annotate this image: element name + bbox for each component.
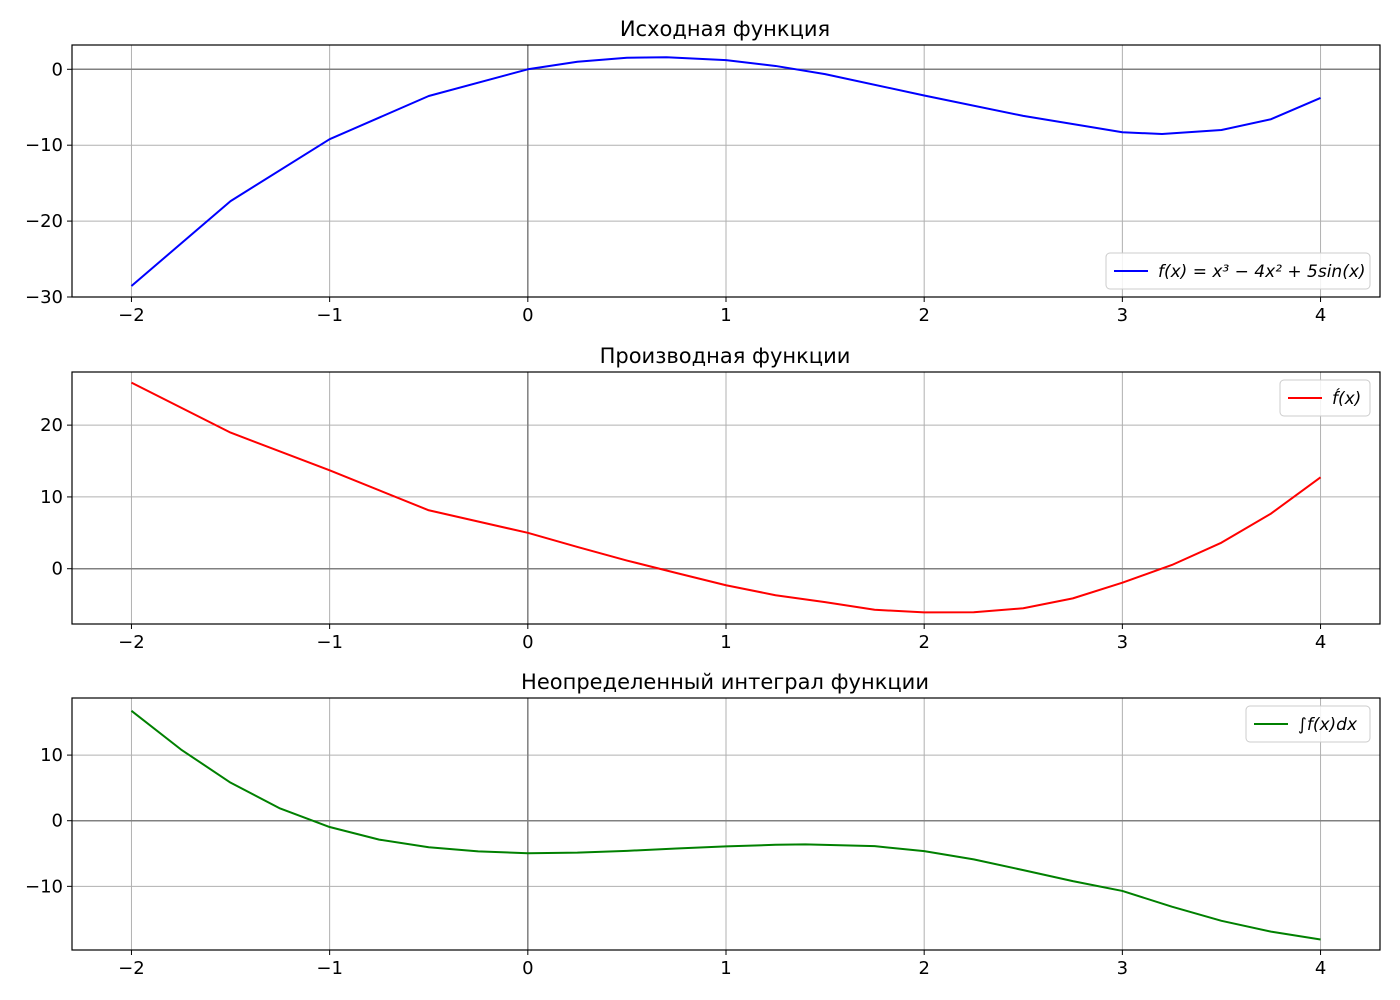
- legend-box: [1245, 705, 1371, 743]
- x-tick-label: −2: [118, 305, 145, 326]
- x-tick-label: −1: [316, 958, 343, 979]
- x-tick-label: 4: [1315, 632, 1326, 653]
- legend: ∫f(x)dx: [1245, 705, 1371, 743]
- y-tick-label: −10: [25, 876, 63, 897]
- subplot-title: Неопределенный интеграл функции: [521, 670, 929, 694]
- subplot-integral: Неопределенный интеграл функции −2 −1 0 1 2 3…: [25, 670, 1381, 979]
- y-tick-label: 0: [52, 811, 63, 832]
- x-tick-label: 1: [720, 958, 731, 979]
- legend-box: [1279, 379, 1371, 417]
- x-tick-label: 0: [522, 632, 533, 653]
- legend-label: f́(x): [1332, 388, 1361, 409]
- y-tick-label: 0: [52, 559, 63, 580]
- subplot-title: Производная функции: [600, 344, 851, 368]
- y-tick-label: −30: [25, 287, 63, 308]
- legend-box: [1105, 252, 1371, 290]
- x-tick-label: 0: [522, 305, 533, 326]
- x-tick-label: 3: [1117, 958, 1128, 979]
- x-tick-label: 3: [1117, 632, 1128, 653]
- series-line: [130, 710, 1321, 941]
- x-tick-label: −1: [316, 305, 343, 326]
- series-line: [130, 56, 1321, 287]
- subplot-title: Исходная функция: [620, 17, 830, 41]
- y-tick-label: 10: [40, 487, 63, 508]
- y-tick-label: 10: [40, 745, 63, 766]
- legend: f(x) = x³ − 4x² + 5sin(x): [1105, 252, 1371, 290]
- x-tick-label: 0: [522, 958, 533, 979]
- x-tick-label: 4: [1315, 958, 1326, 979]
- series-line: [130, 381, 1322, 614]
- x-tick-label: −2: [118, 632, 145, 653]
- y-tick-label: −10: [25, 135, 63, 156]
- legend-label: f(x) = x³ − 4x² + 5sin(x): [1158, 262, 1366, 282]
- x-tick-label: 4: [1315, 305, 1326, 326]
- plot-area: −2 −1 0 1 2 3 4 0 10 20 f́(x): [40, 371, 1381, 653]
- x-tick-label: 1: [720, 632, 731, 653]
- x-tick-label: 2: [918, 632, 929, 653]
- x-tick-label: −2: [118, 958, 145, 979]
- subplot-derivative: Производная функции −2 −1 0 1 2 3 4 0 10 20 f́(x): [40, 344, 1381, 653]
- plot-area: −2 −1 0 1 2 3 40−10−20−30f(x) = x³ − 4x² + 5si…: [25, 44, 1381, 326]
- x-tick-label: 3: [1117, 305, 1128, 326]
- x-tick-label: −1: [316, 632, 343, 653]
- x-tick-label: 1: [720, 305, 731, 326]
- legend-label: ∫f(x)dx: [1298, 715, 1358, 735]
- subplot-original-function: Исходная функция −2 −1 0 1 2 3 40−10−20−30f(x)…: [25, 17, 1381, 326]
- y-tick-label: −20: [25, 211, 63, 232]
- legend: f́(x): [1279, 379, 1371, 417]
- x-tick-label: 2: [918, 958, 929, 979]
- y-tick-label: 0: [52, 59, 63, 80]
- y-tick-label: 20: [40, 415, 63, 436]
- x-tick-label: 2: [918, 305, 929, 326]
